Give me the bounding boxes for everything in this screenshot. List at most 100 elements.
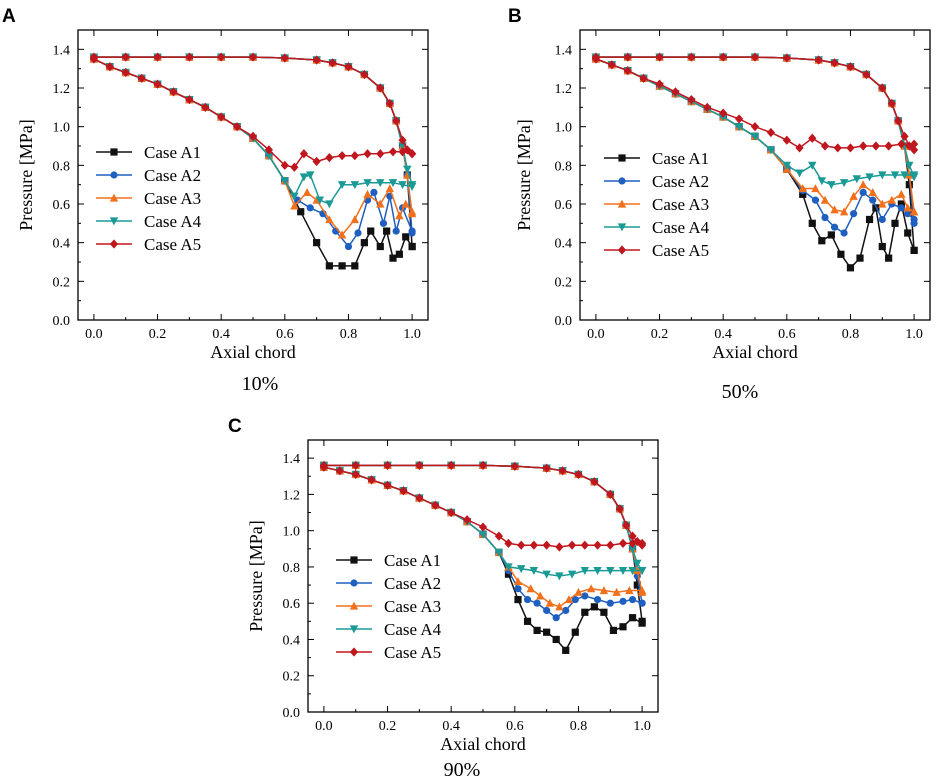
data-point <box>637 566 647 575</box>
data-point <box>385 184 395 193</box>
data-point <box>750 132 760 141</box>
data-point <box>593 595 602 604</box>
panel-label-b: B <box>508 6 522 27</box>
chart-panel-a: 0.0 0.2 0.4 0.6 0.8 1.0 0.0 0.2 0.4 0.6 0.8 1.0 1.2 1… <box>16 29 429 362</box>
y-tick-label: 1.4 <box>283 452 301 467</box>
legend-label: Case A2 <box>384 574 441 593</box>
data-point <box>633 559 642 568</box>
data-point <box>431 500 440 510</box>
legend-label: Case A5 <box>384 643 441 662</box>
data-point <box>687 95 696 105</box>
data-point <box>529 566 539 575</box>
data-point <box>543 606 551 615</box>
data-point <box>299 173 309 182</box>
data-point <box>367 227 375 235</box>
series-line-upper <box>93 56 413 234</box>
data-point <box>878 242 886 251</box>
legend-label: Case A3 <box>384 597 441 616</box>
data-point <box>600 608 608 616</box>
data-point <box>628 614 637 622</box>
data-point <box>121 52 130 62</box>
data-point <box>750 52 760 62</box>
data-point <box>447 460 456 470</box>
data-point <box>655 79 664 89</box>
data-point <box>350 151 359 161</box>
data-point <box>376 242 384 251</box>
data-point <box>392 227 400 235</box>
data-point <box>639 73 648 83</box>
data-point <box>383 227 391 235</box>
data-point <box>687 52 696 62</box>
data-point <box>567 540 577 550</box>
y-tick-label: 1.2 <box>53 82 71 97</box>
data-point <box>513 577 523 586</box>
x-tick-label: 0.0 <box>587 327 605 342</box>
data-point <box>533 599 541 607</box>
data-point <box>558 466 567 476</box>
data-point <box>811 196 820 204</box>
data-point <box>523 617 532 625</box>
data-point <box>385 98 394 109</box>
data-point <box>840 229 848 237</box>
data-point <box>581 608 589 616</box>
data-point <box>909 207 919 216</box>
data-point <box>811 184 820 193</box>
x-tick-label: 0.6 <box>276 327 294 342</box>
data-point <box>628 545 637 554</box>
data-point <box>264 152 274 161</box>
y-tick-label: 0.2 <box>53 275 71 290</box>
data-point <box>338 262 346 270</box>
data-point <box>852 175 862 184</box>
data-point <box>859 141 868 151</box>
y-tick-label: 1.0 <box>53 121 71 136</box>
data-point <box>869 196 877 204</box>
data-point <box>574 469 583 480</box>
data-point <box>363 189 372 198</box>
data-point <box>827 231 835 239</box>
data-point <box>517 540 526 550</box>
data-point <box>462 515 472 525</box>
data-point <box>871 141 881 151</box>
data-point <box>564 595 574 604</box>
data-point <box>389 254 397 262</box>
data-point <box>903 203 912 212</box>
data-point <box>153 79 162 89</box>
y-axis-title: Pressure [MPa] <box>16 119 36 230</box>
data-point <box>799 190 807 198</box>
data-point <box>574 587 583 596</box>
data-point <box>878 171 887 180</box>
data-point <box>750 122 760 132</box>
data-point <box>859 188 867 196</box>
data-point <box>890 171 900 180</box>
data-point <box>625 586 634 595</box>
x-tick-label: 0.8 <box>340 327 358 342</box>
data-point <box>846 62 855 72</box>
legend-marker <box>617 199 627 208</box>
data-point <box>567 570 577 579</box>
data-point <box>878 215 886 224</box>
data-point <box>904 229 912 237</box>
y-tick-label: 0.8 <box>555 159 573 174</box>
data-point <box>407 149 417 159</box>
data-point <box>344 62 353 72</box>
data-point <box>478 522 488 532</box>
data-point <box>248 52 258 62</box>
x-tick-label: 0.0 <box>315 719 333 734</box>
series-line-lower <box>323 466 643 652</box>
data-point <box>415 460 424 470</box>
data-point <box>849 191 858 200</box>
data-point <box>590 603 598 611</box>
data-point <box>367 475 376 485</box>
data-point <box>401 199 410 208</box>
data-point <box>169 87 178 97</box>
data-point <box>628 531 637 541</box>
data-point <box>399 486 408 496</box>
data-point <box>408 227 416 235</box>
data-point <box>607 60 616 70</box>
data-point <box>865 215 874 224</box>
data-point <box>403 165 412 174</box>
series-case-a1 <box>592 53 918 272</box>
data-point <box>264 145 274 155</box>
data-point <box>363 179 372 188</box>
data-point <box>619 623 627 631</box>
